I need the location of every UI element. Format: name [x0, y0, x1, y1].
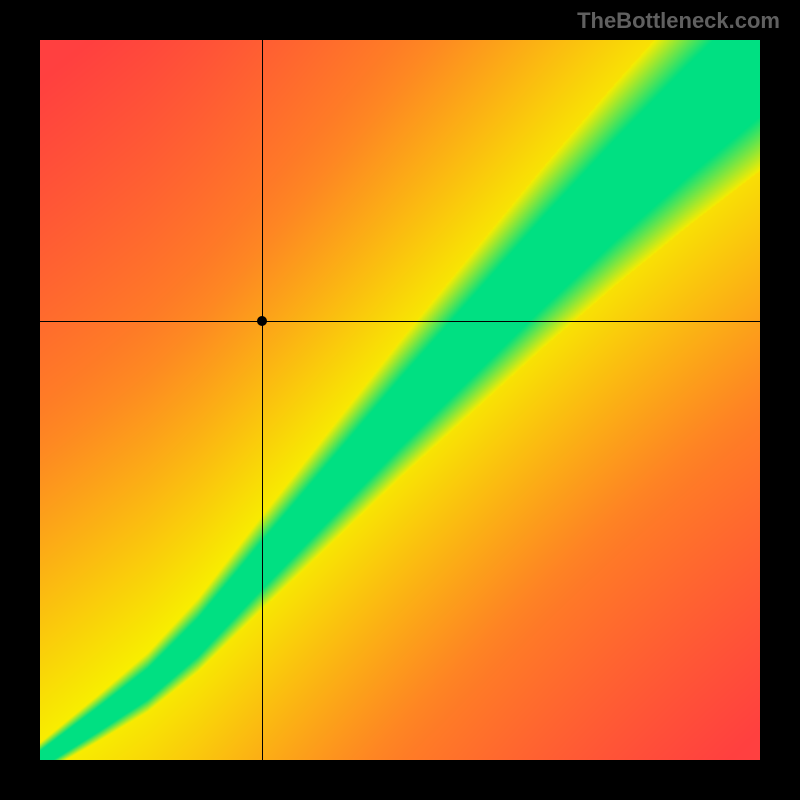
crosshair-vertical	[262, 40, 263, 760]
watermark: TheBottleneck.com	[577, 8, 780, 34]
bottleneck-heatmap	[40, 40, 760, 760]
crosshair-point	[257, 316, 267, 326]
heatmap-canvas	[40, 40, 760, 760]
crosshair-horizontal	[40, 321, 760, 322]
